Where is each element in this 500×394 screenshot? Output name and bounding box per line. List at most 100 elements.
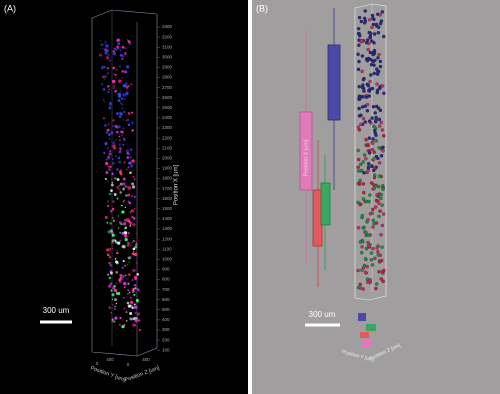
cell	[136, 312, 141, 316]
cell	[370, 147, 375, 152]
cell	[371, 52, 375, 57]
tick-label: 2800	[162, 75, 173, 80]
cell	[362, 89, 366, 93]
cell	[119, 188, 121, 190]
cell	[133, 178, 136, 181]
cell	[112, 216, 114, 219]
cell	[128, 255, 132, 259]
cell	[114, 257, 117, 260]
cell	[379, 192, 384, 197]
cell	[119, 149, 122, 152]
cell	[116, 112, 119, 115]
tick-label: 3200	[162, 34, 173, 39]
cell	[368, 278, 373, 282]
cell	[376, 253, 380, 257]
cell	[356, 125, 361, 129]
cell	[118, 185, 120, 187]
cell	[368, 212, 373, 216]
cell	[366, 218, 370, 222]
cell	[360, 54, 365, 58]
cell	[117, 227, 120, 229]
cell	[107, 85, 110, 88]
cell	[112, 50, 114, 53]
cell	[117, 215, 119, 217]
cell	[380, 10, 385, 14]
cell	[133, 240, 135, 242]
cell	[112, 158, 114, 160]
cell	[116, 45, 119, 49]
cell	[116, 69, 118, 71]
cell	[124, 185, 127, 188]
cell	[122, 182, 126, 186]
cell	[371, 137, 375, 141]
cell	[125, 320, 128, 322]
cell	[121, 278, 124, 281]
cell	[115, 260, 118, 264]
cell	[363, 270, 368, 274]
cell	[367, 199, 371, 204]
mini-box	[358, 313, 366, 321]
cell	[360, 69, 364, 74]
cell	[127, 273, 131, 276]
cell	[365, 109, 370, 113]
panel-a: (A) 300 um Position X [um] Position Y [u…	[4, 3, 180, 383]
cell	[102, 75, 105, 79]
cell	[133, 288, 135, 291]
tick-label: 2200	[162, 135, 173, 140]
tick-label: 400	[142, 357, 150, 362]
cell	[131, 279, 134, 282]
cell	[129, 317, 133, 321]
cell	[126, 65, 130, 69]
tick-label: 1900	[162, 166, 173, 171]
cell	[372, 41, 376, 45]
cell	[111, 233, 115, 237]
cell	[121, 135, 123, 137]
cell	[380, 223, 385, 228]
cell	[114, 73, 117, 76]
cell	[121, 104, 124, 106]
cell	[129, 148, 133, 152]
cell	[373, 205, 378, 209]
cell	[374, 221, 379, 225]
cell	[128, 201, 132, 205]
cell	[107, 123, 110, 125]
cell	[374, 282, 379, 286]
cell	[106, 128, 110, 132]
cell	[109, 101, 112, 104]
cell	[377, 214, 381, 219]
cell	[126, 263, 129, 266]
cell	[118, 278, 122, 282]
cell	[371, 207, 375, 212]
cell	[110, 178, 113, 181]
cell	[367, 161, 371, 166]
cell	[119, 147, 122, 150]
cell	[381, 269, 385, 274]
cell	[102, 117, 106, 120]
cell	[124, 206, 127, 209]
cell	[356, 52, 360, 56]
cell	[377, 201, 381, 205]
cell	[125, 311, 128, 313]
cell	[357, 181, 362, 186]
cell	[370, 25, 374, 30]
cell	[129, 304, 133, 308]
cell	[361, 77, 366, 82]
cell	[105, 49, 109, 53]
cell	[113, 193, 117, 196]
cell	[124, 264, 127, 267]
cell	[138, 328, 141, 332]
cell	[127, 193, 131, 197]
cell	[106, 221, 109, 224]
cell	[124, 52, 127, 55]
cell	[136, 300, 139, 303]
cell	[121, 69, 125, 73]
tick-label: 2300	[162, 125, 173, 130]
cell	[134, 275, 137, 279]
tick-label: 1700	[162, 186, 173, 191]
cell	[127, 292, 130, 295]
cell	[128, 220, 132, 224]
cell	[357, 106, 361, 111]
cell	[369, 258, 374, 262]
cell	[361, 226, 365, 230]
